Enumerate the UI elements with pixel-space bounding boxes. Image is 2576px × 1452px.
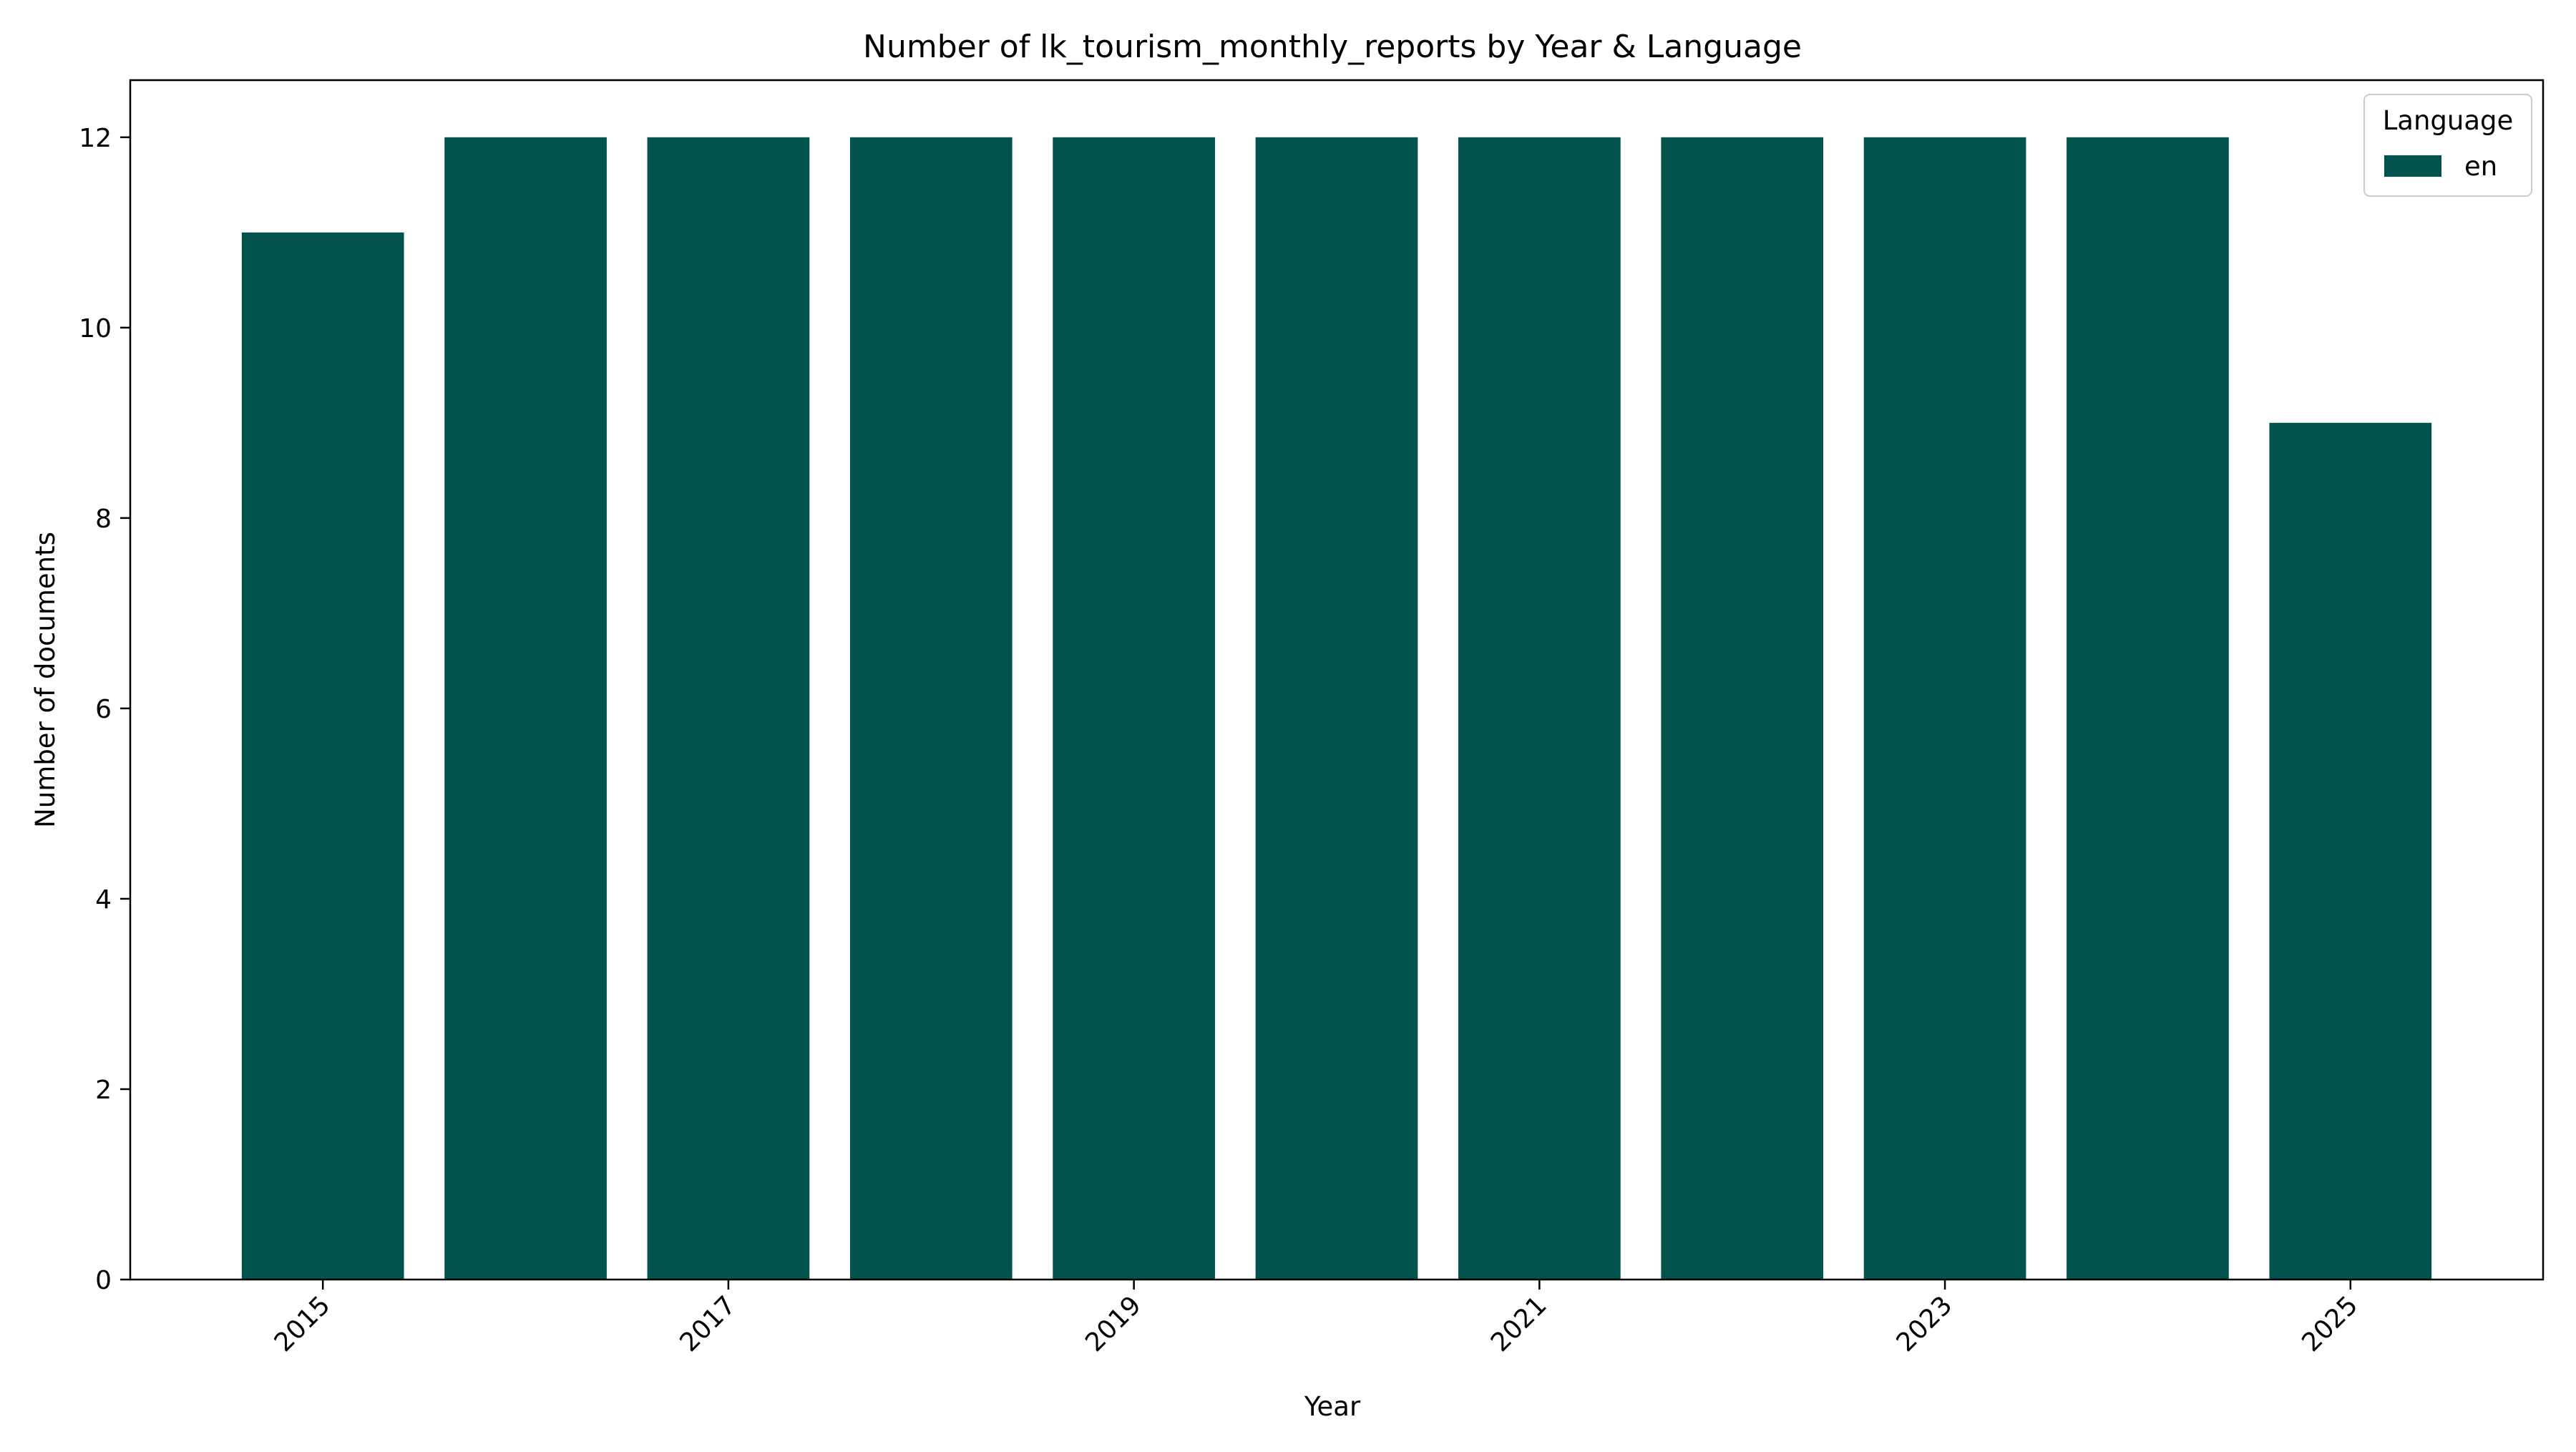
- y-tick-label-0: 0: [95, 1266, 112, 1295]
- bar-en-2020: [1255, 137, 1418, 1280]
- bar-en-2023: [1863, 137, 2026, 1280]
- bar-en-2018: [849, 137, 1013, 1280]
- bar-en-2024: [2067, 137, 2229, 1280]
- y-tick-label-8: 8: [95, 505, 112, 534]
- legend-label-en: en: [2464, 151, 2497, 182]
- y-axis-label: Number of documents: [30, 532, 61, 828]
- y-tick-label-12: 12: [79, 124, 112, 153]
- bar-en-2015: [241, 232, 404, 1280]
- bar-en-2017: [647, 137, 810, 1280]
- bar-en-2021: [1458, 137, 1621, 1280]
- bars-layer: [241, 137, 2432, 1280]
- plot-frame: [129, 79, 2545, 1281]
- bar-en-2019: [1053, 137, 1215, 1280]
- bar-en-2016: [444, 137, 607, 1280]
- y-tick-label-2: 2: [95, 1076, 112, 1105]
- legend: Language en: [2363, 94, 2532, 197]
- bar-en-2022: [1661, 137, 1824, 1280]
- chart-title: Number of lk_tourism_monthly_reports by …: [863, 29, 1802, 65]
- y-tick-label-6: 6: [95, 695, 112, 724]
- legend-swatch-en: [2384, 155, 2441, 177]
- y-tick-label-10: 10: [79, 314, 112, 343]
- legend-title: Language: [2383, 105, 2514, 136]
- bar-en-2025: [2269, 422, 2432, 1280]
- y-tick-label-4: 4: [95, 885, 112, 915]
- x-axis-label: Year: [1304, 1391, 1361, 1422]
